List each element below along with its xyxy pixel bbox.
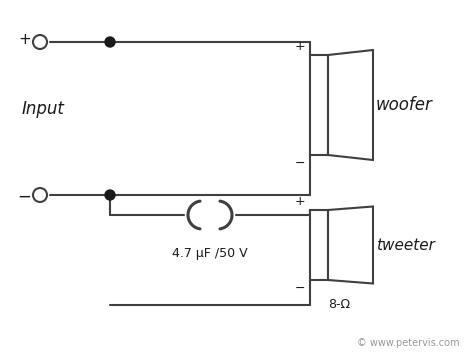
Text: woofer: woofer [376,96,433,114]
Text: −: − [295,157,305,170]
Circle shape [105,190,115,200]
Circle shape [105,37,115,47]
Text: tweeter: tweeter [376,237,435,252]
Text: +: + [295,40,305,53]
Text: 8-Ω: 8-Ω [328,298,350,311]
Polygon shape [328,207,373,284]
Bar [310,55,328,155]
Text: +: + [18,33,31,48]
Bar [310,210,328,280]
Text: −: − [17,188,31,206]
Text: Input: Input [22,100,65,117]
Text: +: + [295,195,305,208]
Text: −: − [295,282,305,295]
Text: 4.7 μF /50 V: 4.7 μF /50 V [172,247,248,260]
Polygon shape [328,50,373,160]
Text: © www.petervis.com: © www.petervis.com [357,338,460,348]
